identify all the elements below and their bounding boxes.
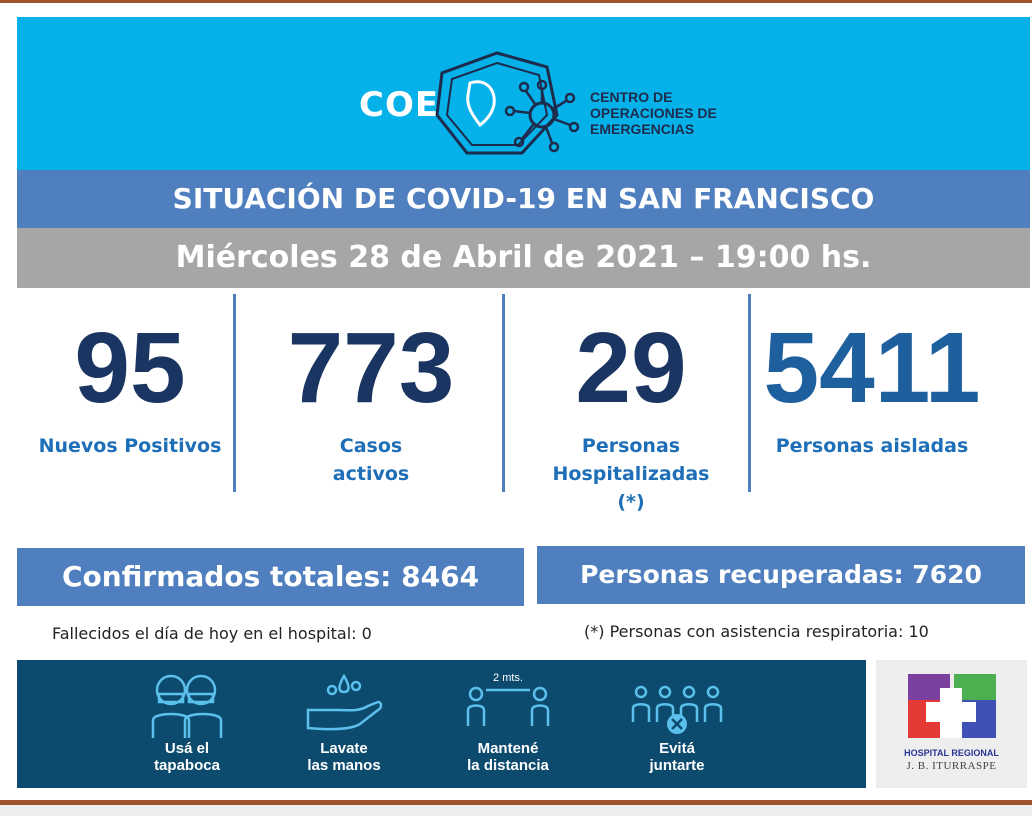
prevention-label-line1: Evitá <box>659 740 695 757</box>
header-banner: COE CENTRO DE OPERACIONES DE EMERGENCIAS <box>17 17 1030 170</box>
stat-value: 773 <box>287 312 455 424</box>
stat-label: Personas Hospitalizadas (*) <box>516 432 746 516</box>
prevention-item-distance: 2 mts. Mantené la distancia <box>433 660 583 788</box>
prevention-item-handwash: Lavate las manos <box>269 660 419 788</box>
respiratory-note: (*) Personas con asistencia respiratoria… <box>584 622 929 641</box>
stat-label-line2: activos <box>332 463 410 485</box>
prevention-label: Evitá juntarte <box>602 740 752 774</box>
hospital-name: HOSPITAL REGIONAL <box>904 748 999 758</box>
avoid-gathering-icon <box>631 685 723 734</box>
stat-isolated: 5411 Personas aisladas <box>756 318 988 460</box>
hand-wash-icon <box>306 673 383 731</box>
stat-divider <box>233 294 236 492</box>
top-border-line <box>0 0 1032 3</box>
stat-label-line1: Personas <box>581 435 681 457</box>
stat-divider <box>748 294 751 492</box>
stat-label: Casos activos <box>256 432 486 488</box>
coe-abbreviation: COE <box>359 85 440 125</box>
stat-label-line3: (*) <box>617 491 645 513</box>
stat-label-line1: Casos <box>339 435 403 457</box>
prevention-item-gathering: Evitá juntarte <box>602 660 752 788</box>
coe-logo: COE CENTRO DE OPERACIONES DE EMERGENCIAS <box>342 45 782 165</box>
prevention-label-line2: las manos <box>307 757 381 774</box>
stat-hospitalized: 29 Personas Hospitalizadas (*) <box>516 318 746 516</box>
org-name-line1: CENTRO DE <box>590 89 673 105</box>
bottom-border-line <box>0 800 1032 805</box>
hospital-cross-icon <box>908 674 996 738</box>
prevention-label-line1: Mantené <box>477 740 539 757</box>
prevention-label: Usá el tapaboca <box>112 740 262 774</box>
prevention-label: Mantené la distancia <box>433 740 583 774</box>
hospital-subname: J. B. ITURRASPE <box>906 760 997 772</box>
stat-label: Nuevos Positivos <box>28 432 232 460</box>
virus-shield-icon <box>435 51 580 155</box>
prevention-item-mask: Usá el tapaboca <box>112 660 262 788</box>
stat-value: 29 <box>575 312 687 424</box>
social-distance-icon <box>466 686 550 726</box>
org-name-line3: EMERGENCIAS <box>590 121 695 137</box>
prevention-label-line1: Lavate <box>320 740 368 757</box>
deaths-note: Fallecidos el día de hoy en el hospital:… <box>52 624 372 643</box>
org-name: CENTRO DE OPERACIONES DE EMERGENCIAS <box>590 89 717 137</box>
distance-tag: 2 mts. <box>493 672 523 684</box>
stat-value: 5411 <box>763 312 981 424</box>
prevention-label: Lavate las manos <box>269 740 419 774</box>
prevention-label-line2: tapaboca <box>154 757 220 774</box>
stat-divider <box>502 294 505 492</box>
recovered-total-box: Personas recuperadas: 7620 <box>537 546 1025 604</box>
stat-label: Personas aisladas <box>756 432 988 460</box>
face-mask-icon <box>151 674 223 738</box>
prevention-label-line2: la distancia <box>467 757 549 774</box>
prevention-label-line1: Usá el <box>164 740 210 757</box>
prevention-label-line2: juntarte <box>649 757 705 774</box>
stat-value: 95 <box>74 312 186 424</box>
bottom-strip <box>0 805 1032 816</box>
org-name-line2: OPERACIONES DE <box>590 105 717 121</box>
stat-active-cases: 773 Casos activos <box>256 318 486 488</box>
report-date: Miércoles 28 de Abril de 2021 – 19:00 hs… <box>17 228 1030 288</box>
hospital-logo: HOSPITAL REGIONAL J. B. ITURRASPE <box>876 660 1027 788</box>
confirmed-total-box: Confirmados totales: 8464 <box>17 548 524 606</box>
stat-new-positives: 95 Nuevos Positivos <box>28 318 232 460</box>
report-title: SITUACIÓN DE COVID-19 EN SAN FRANCISCO <box>17 170 1030 228</box>
stat-label-line2: Hospitalizadas <box>552 463 710 485</box>
prevention-banner: Usá el tapaboca Lavate las manos 2 mts. … <box>17 660 866 788</box>
stat-label-line1: Nuevos Positivos <box>38 435 222 457</box>
stat-label-line1: Personas aisladas <box>775 435 969 457</box>
